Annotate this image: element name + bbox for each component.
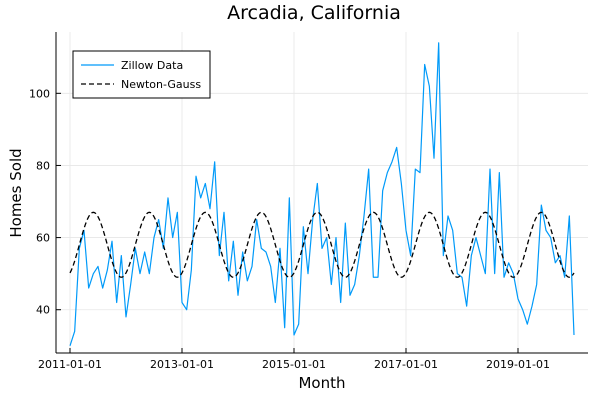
x-tick-label: 2011-01-01 (38, 358, 102, 371)
series-line-zillow-data (69, 42, 575, 346)
y-tick-label: 100 (29, 87, 50, 100)
legend-box (72, 50, 211, 99)
legend-label-newton-gauss: Newton-Gauss (121, 78, 201, 91)
series-line-newton-gauss (69, 211, 575, 278)
y-tick-label: 40 (36, 304, 50, 317)
x-tick-label: 2019-01-01 (486, 358, 550, 371)
series-layer (69, 42, 575, 346)
y-axis-label: Homes Sold (7, 148, 25, 237)
x-tick-label: 2013-01-01 (150, 358, 214, 371)
axes (55, 32, 588, 354)
y-tick-labels: 40 60 80 100 (29, 87, 50, 316)
legend: Zillow Data Newton-Gauss (72, 50, 211, 99)
legend-label-zillow-data: Zillow Data (121, 59, 183, 72)
x-tick-label: 2017-01-01 (374, 358, 438, 371)
y-tick-label: 60 (36, 232, 50, 245)
chart-title: Arcadia, California (227, 2, 401, 24)
x-tick-label: 2015-01-01 (262, 358, 326, 371)
y-tick-label: 80 (36, 159, 50, 172)
x-tick-labels: 2011-01-01 2013-01-01 2015-01-01 2017-01-01… (38, 358, 550, 371)
x-axis-label: Month (298, 374, 345, 392)
